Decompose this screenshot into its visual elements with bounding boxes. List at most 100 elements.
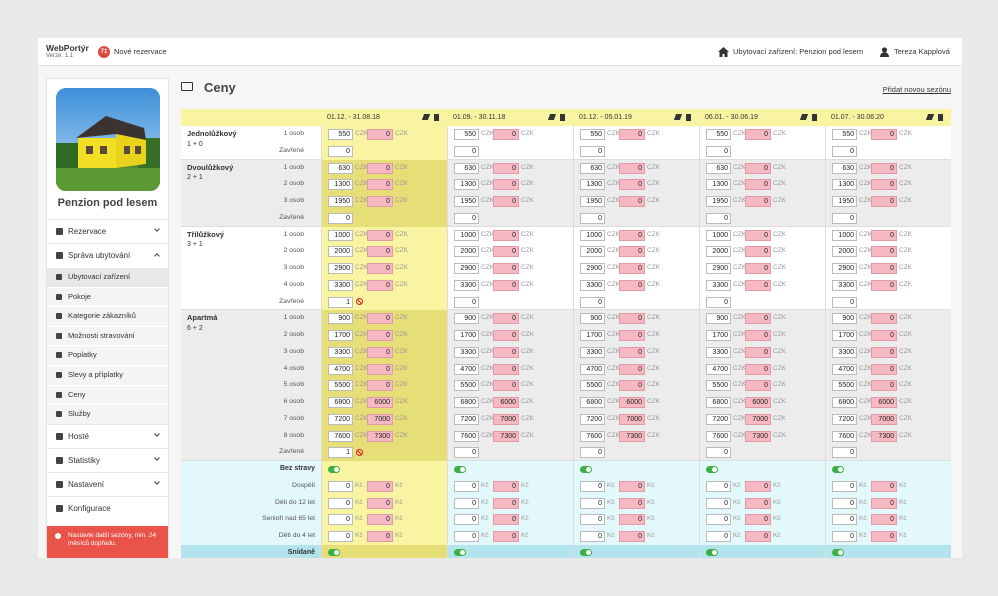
- base-price-input[interactable]: 550: [580, 129, 605, 140]
- closed-input[interactable]: 0: [706, 447, 731, 459]
- base-price-input[interactable]: 0: [328, 514, 353, 526]
- base-price-input[interactable]: 5500: [832, 380, 857, 392]
- base-price-input[interactable]: 1700: [706, 330, 731, 341]
- base-price-input[interactable]: 6800: [580, 397, 605, 408]
- base-price-input[interactable]: 1000: [328, 229, 353, 241]
- extra-price-input[interactable]: 0: [367, 380, 393, 392]
- extra-price-input[interactable]: 0: [493, 380, 519, 392]
- submenu-label[interactable]: Slevy a příplatky: [68, 370, 124, 379]
- extra-price-input[interactable]: 0: [619, 330, 645, 341]
- closed-input[interactable]: 0: [832, 212, 857, 224]
- extra-price-input[interactable]: 0: [619, 129, 645, 140]
- meal-toggle[interactable]: [706, 465, 718, 473]
- closed-input[interactable]: 0: [706, 212, 731, 224]
- submenu-item[interactable]: Ceny: [47, 384, 168, 405]
- extra-price-input[interactable]: 0: [619, 196, 645, 207]
- extra-price-input[interactable]: 0: [871, 162, 897, 174]
- extra-price-input[interactable]: 0: [493, 196, 519, 207]
- base-price-input[interactable]: 630: [706, 162, 731, 174]
- base-price-input[interactable]: 7600: [832, 430, 857, 442]
- base-price-input[interactable]: 2900: [328, 263, 353, 274]
- badge[interactable]: 71: [98, 46, 110, 58]
- base-price-input[interactable]: 1300: [706, 179, 731, 191]
- base-price-input[interactable]: 1300: [454, 179, 479, 191]
- facility-link[interactable]: Ubytovací zařízení: Penzion pod lesem: [733, 47, 864, 56]
- extra-price-input[interactable]: 7300: [871, 430, 897, 442]
- menu-item[interactable]: Nastavení: [47, 471, 168, 496]
- extra-price-input[interactable]: 0: [619, 313, 645, 325]
- base-price-input[interactable]: 3300: [580, 346, 605, 358]
- submenu-item[interactable]: Služby: [47, 404, 168, 424]
- extra-price-input[interactable]: 0: [493, 279, 519, 291]
- meal-toggle[interactable]: [580, 549, 592, 557]
- extra-price-input[interactable]: 0: [367, 313, 393, 325]
- base-price-input[interactable]: 3300: [706, 279, 731, 291]
- extra-price-input[interactable]: 0: [871, 363, 897, 375]
- base-price-input[interactable]: 6800: [706, 397, 731, 408]
- extra-price-input[interactable]: 0: [745, 330, 771, 341]
- extra-price-input[interactable]: 0: [619, 346, 645, 358]
- base-price-input[interactable]: 1000: [454, 229, 479, 241]
- base-price-input[interactable]: 2900: [706, 263, 731, 274]
- extra-price-input[interactable]: 0: [871, 129, 897, 140]
- base-price-input[interactable]: 1950: [454, 196, 479, 207]
- extra-price-input[interactable]: 0: [367, 229, 393, 241]
- base-price-input[interactable]: 0: [454, 480, 479, 492]
- delete-icon[interactable]: [434, 114, 439, 121]
- base-price-input[interactable]: 4700: [706, 363, 731, 375]
- base-price-input[interactable]: 0: [832, 480, 857, 492]
- meal-toggle[interactable]: [454, 549, 466, 557]
- closed-input[interactable]: 0: [706, 296, 731, 308]
- extra-price-input[interactable]: 0: [619, 162, 645, 174]
- extra-price-input[interactable]: 0: [745, 279, 771, 291]
- closed-input[interactable]: 0: [328, 212, 353, 224]
- edit-icon[interactable]: [547, 114, 557, 120]
- extra-price-input[interactable]: 0: [493, 480, 519, 492]
- extra-price-input[interactable]: 0: [367, 480, 393, 492]
- base-price-input[interactable]: 2000: [328, 246, 353, 258]
- base-price-input[interactable]: 0: [580, 514, 605, 526]
- base-price-input[interactable]: 2900: [454, 263, 479, 274]
- extra-price-input[interactable]: 0: [745, 196, 771, 207]
- extra-price-input[interactable]: 0: [493, 129, 519, 140]
- base-price-input[interactable]: 2900: [580, 263, 605, 274]
- extra-price-input[interactable]: 7300: [367, 430, 393, 442]
- base-price-input[interactable]: 1950: [832, 196, 857, 207]
- extra-price-input[interactable]: 6000: [493, 397, 519, 408]
- extra-price-input[interactable]: 0: [367, 531, 393, 542]
- new-reservations-link[interactable]: Nové rezervace: [114, 47, 167, 56]
- extra-price-input[interactable]: 0: [493, 246, 519, 258]
- extra-price-input[interactable]: 0: [493, 162, 519, 174]
- menu-label[interactable]: Hosté: [68, 431, 89, 441]
- extra-price-input[interactable]: 0: [367, 246, 393, 258]
- extra-price-input[interactable]: 0: [493, 313, 519, 325]
- base-price-input[interactable]: 550: [328, 129, 353, 140]
- closed-input[interactable]: 1: [328, 296, 353, 308]
- extra-price-input[interactable]: 0: [871, 196, 897, 207]
- extra-price-input[interactable]: 6000: [367, 397, 393, 408]
- extra-price-input[interactable]: 0: [745, 263, 771, 274]
- closed-input[interactable]: 0: [832, 145, 857, 157]
- extra-price-input[interactable]: 0: [745, 480, 771, 492]
- extra-price-input[interactable]: 0: [871, 263, 897, 274]
- menu-item[interactable]: Rezervace: [47, 219, 168, 243]
- base-price-input[interactable]: 0: [706, 480, 731, 492]
- extra-price-input[interactable]: 7300: [493, 430, 519, 442]
- base-price-input[interactable]: 900: [454, 313, 479, 325]
- extra-price-input[interactable]: 0: [745, 246, 771, 258]
- submenu-item[interactable]: Pokoje: [47, 286, 168, 307]
- extra-price-input[interactable]: 0: [871, 313, 897, 325]
- base-price-input[interactable]: 7600: [454, 430, 479, 442]
- extra-price-input[interactable]: 0: [619, 279, 645, 291]
- extra-price-input[interactable]: 0: [493, 346, 519, 358]
- extra-price-input[interactable]: 0: [619, 480, 645, 492]
- base-price-input[interactable]: 1000: [832, 229, 857, 241]
- extra-price-input[interactable]: 0: [493, 531, 519, 542]
- base-price-input[interactable]: 3300: [832, 346, 857, 358]
- extra-price-input[interactable]: 0: [619, 229, 645, 241]
- menu-item[interactable]: Statistiky: [47, 447, 168, 472]
- extra-price-input[interactable]: 0: [367, 279, 393, 291]
- extra-price-input[interactable]: 6000: [871, 397, 897, 408]
- closed-input[interactable]: 0: [454, 447, 479, 459]
- extra-price-input[interactable]: 0: [745, 162, 771, 174]
